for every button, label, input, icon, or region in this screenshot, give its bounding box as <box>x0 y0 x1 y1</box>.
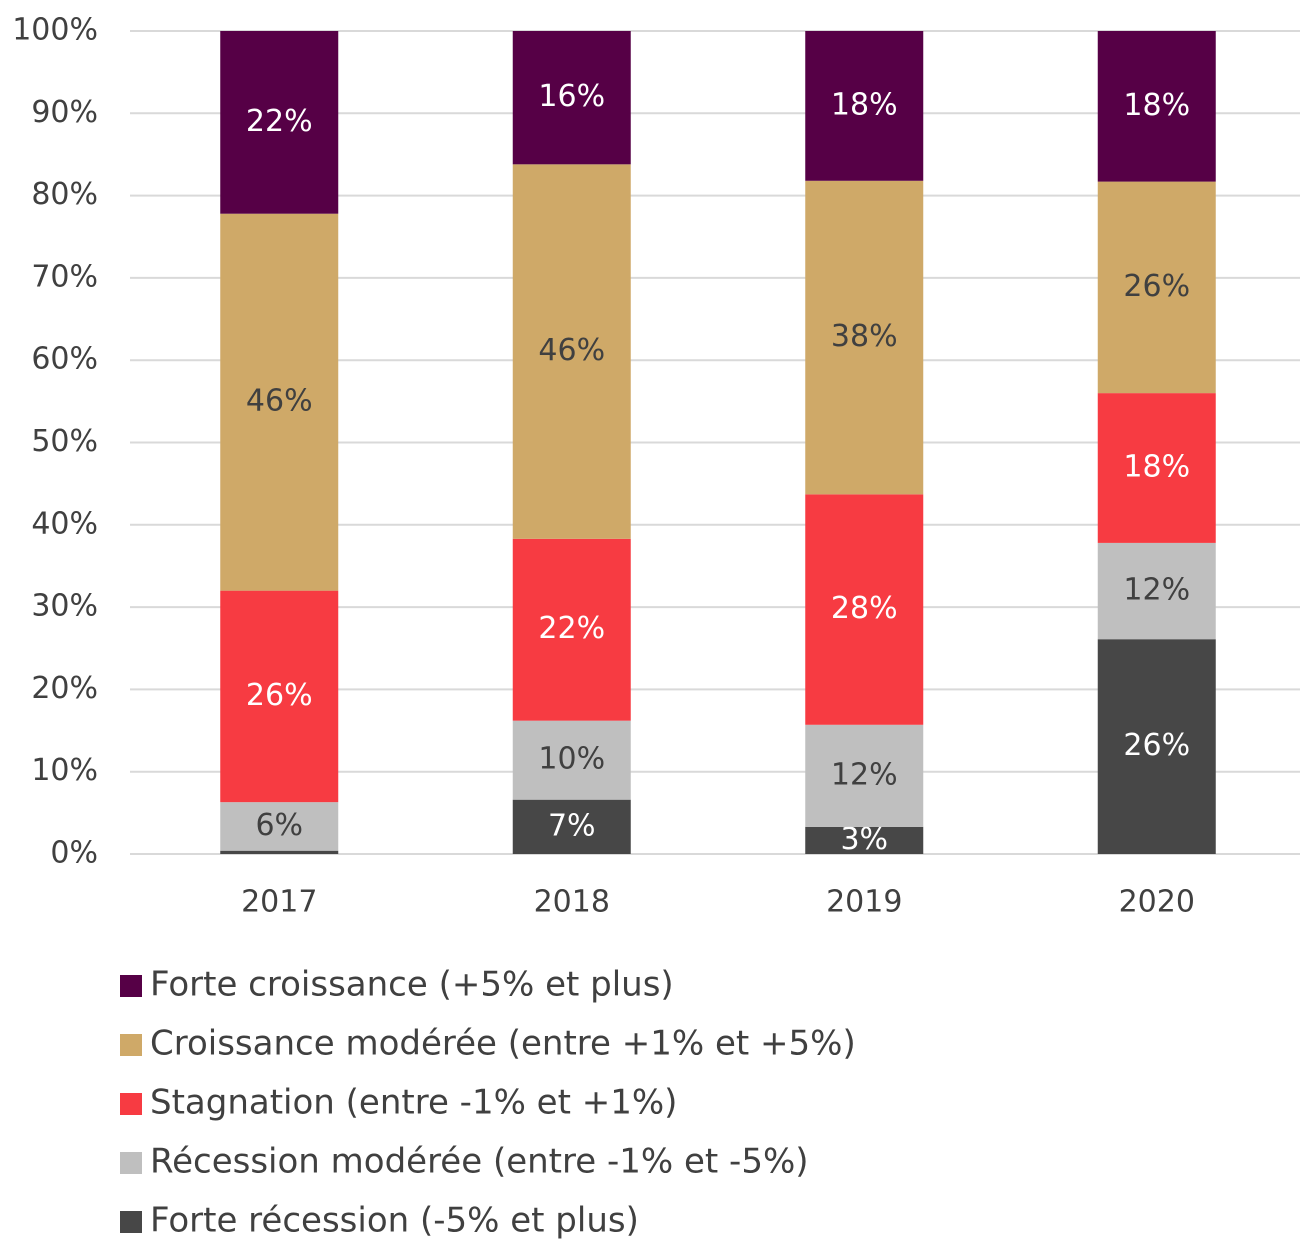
data-label: 7% <box>548 808 596 843</box>
data-label: 26% <box>246 678 313 713</box>
data-label: 3% <box>840 822 888 857</box>
data-label: 18% <box>831 87 898 122</box>
bar-segment <box>512 164 631 539</box>
legend-label: Stagnation (entre -1% et +1%) <box>150 1083 677 1123</box>
bar-segment <box>1097 31 1216 182</box>
bar-segment <box>220 590 339 803</box>
bar-segment <box>805 180 924 495</box>
data-label: 46% <box>538 333 605 368</box>
y-tick-label: 20% <box>31 671 98 706</box>
legend-swatch <box>120 1211 142 1233</box>
data-label: 6% <box>255 808 303 843</box>
bar-segment <box>220 31 339 214</box>
y-tick-label: 80% <box>31 177 98 212</box>
bar-segment <box>1097 181 1216 394</box>
data-label: 28% <box>831 591 898 626</box>
bar-segment <box>1097 639 1216 854</box>
data-label: 38% <box>831 319 898 354</box>
legend-label: Récession modérée (entre -1% et -5%) <box>150 1142 809 1182</box>
bar-segment <box>805 494 924 725</box>
data-label: 10% <box>538 742 605 777</box>
data-label: 26% <box>1123 728 1190 763</box>
data-label: 26% <box>1123 269 1190 304</box>
bar-segment <box>512 720 631 800</box>
legend-swatch <box>120 975 142 997</box>
legend-swatch <box>120 1152 142 1174</box>
y-tick-label: 30% <box>31 589 98 624</box>
x-tick-label: 2018 <box>534 885 610 920</box>
data-label: 16% <box>538 79 605 114</box>
legend-label: Forte récession (-5% et plus) <box>150 1201 639 1240</box>
bar-segment <box>220 850 339 854</box>
data-label: 18% <box>1123 88 1190 123</box>
legend-label: Forte croissance (+5% et plus) <box>150 965 674 1005</box>
x-tick-label: 2017 <box>241 885 317 920</box>
data-label: 46% <box>246 384 313 419</box>
y-tick-label: 40% <box>31 506 98 541</box>
data-label: 18% <box>1123 450 1190 485</box>
data-label: 22% <box>246 104 313 139</box>
bar-segment <box>220 802 339 851</box>
legend-swatch <box>120 1034 142 1056</box>
bar-segment <box>805 826 924 854</box>
y-tick-label: 70% <box>31 259 98 294</box>
x-tick-label: 2020 <box>1119 885 1195 920</box>
y-tick-label: 90% <box>31 95 98 130</box>
bar-segment <box>805 724 924 827</box>
y-tick-label: 0% <box>50 836 98 871</box>
bar-segment <box>512 799 631 854</box>
legend-swatch <box>120 1093 142 1115</box>
legend-label: Croissance modérée (entre +1% et +5%) <box>150 1024 856 1064</box>
y-tick-label: 100% <box>12 13 98 48</box>
bar-segment <box>1097 542 1216 640</box>
x-tick-label: 2019 <box>826 885 902 920</box>
bar-segment <box>1097 393 1216 543</box>
bar-segment <box>512 31 631 165</box>
data-label: 12% <box>831 757 898 792</box>
data-label: 12% <box>1123 573 1190 608</box>
y-tick-label: 50% <box>31 424 98 459</box>
bar-segment <box>512 538 631 721</box>
data-label: 22% <box>538 611 605 646</box>
bar-segment <box>805 31 924 181</box>
bar-segment <box>220 213 339 591</box>
y-tick-label: 60% <box>31 342 98 377</box>
y-tick-label: 10% <box>31 753 98 788</box>
